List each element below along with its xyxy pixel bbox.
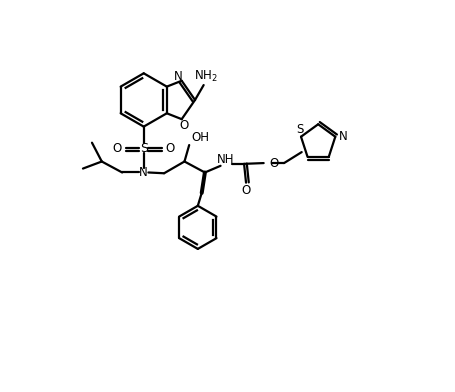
Text: N: N bbox=[139, 166, 148, 179]
Text: O: O bbox=[179, 118, 188, 132]
Text: O: O bbox=[268, 156, 278, 170]
Text: O: O bbox=[165, 142, 175, 155]
Text: OH: OH bbox=[191, 131, 209, 145]
Text: S: S bbox=[139, 142, 147, 155]
Text: N: N bbox=[174, 69, 182, 83]
Text: O: O bbox=[112, 142, 121, 155]
Text: NH: NH bbox=[217, 153, 234, 167]
Text: NH$_2$: NH$_2$ bbox=[193, 69, 217, 84]
Text: N: N bbox=[338, 130, 347, 143]
Text: O: O bbox=[241, 184, 250, 197]
Text: S: S bbox=[296, 123, 303, 136]
